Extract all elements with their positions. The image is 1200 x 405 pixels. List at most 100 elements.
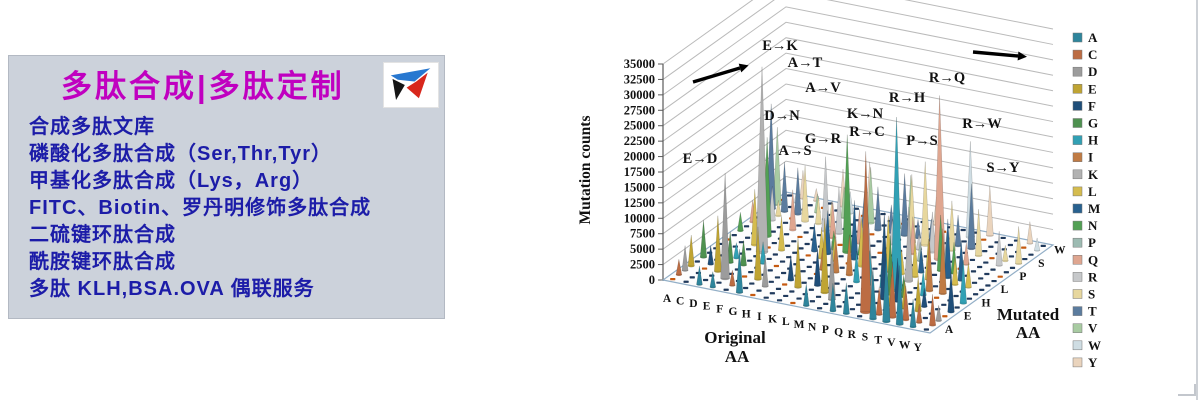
legend-swatch-N (1072, 220, 1083, 231)
floor-dash (746, 248, 752, 251)
floor-dash (807, 277, 813, 280)
svg-text:Original: Original (704, 328, 766, 347)
svg-text:D: D (689, 298, 697, 310)
floor-dash (809, 300, 815, 303)
cone-D-to-E (714, 215, 722, 272)
service-item-methylated[interactable]: 甲基化多肽合成（Lys，Arg） (29, 170, 314, 192)
legend-label-E: E (1088, 81, 1097, 96)
service-item-peptide-library[interactable]: 合成多肽文库 (29, 116, 155, 138)
svg-text:A: A (945, 324, 954, 336)
cone-V-to-L (951, 256, 959, 285)
cone-F-to-H (759, 241, 767, 264)
floor-dash (978, 277, 984, 280)
floor-dash (1000, 236, 1006, 240)
legend-label-K: K (1088, 167, 1099, 182)
floor-dash (800, 270, 806, 273)
floor-dash (989, 257, 995, 260)
svg-text:E→K: E→K (762, 38, 798, 54)
cone-Y-to-W (1033, 237, 1041, 251)
floor-dash (907, 291, 913, 294)
floor-dash (743, 286, 749, 290)
floor-dash (743, 225, 750, 228)
legend-swatch-T (1072, 306, 1083, 316)
svg-text:C: C (676, 296, 684, 308)
cone-W-to-R (995, 231, 1003, 266)
cone-E-to-Q (789, 189, 797, 231)
floor-dash (784, 233, 790, 236)
service-item-phosphorylated[interactable]: 磷酸化多肽合成（Ser,Thr,Tyr） (29, 143, 333, 165)
floor-dash (857, 315, 863, 318)
floor-dash (847, 285, 853, 288)
cone-Y-to-D (935, 305, 942, 321)
floor-dash (973, 293, 979, 296)
cone-D-to-H (733, 242, 740, 259)
cone-L-to-I (832, 238, 840, 273)
svg-text:M: M (794, 319, 805, 331)
svg-text:G→R: G→R (805, 131, 842, 147)
floor-dash (809, 227, 815, 230)
floor-dash (1009, 266, 1016, 269)
floor-dash (840, 278, 846, 281)
floor-dash (823, 302, 829, 305)
service-item-klh-bsa-ova[interactable]: 多肽 KLH,BSA.OVA 偶联服务 (29, 278, 315, 300)
arrow-shaft (972, 50, 1019, 58)
floor-dash (796, 297, 802, 300)
cone-H-to-M (810, 223, 818, 252)
cone-C-to-R (768, 186, 776, 221)
floor-dash (874, 290, 880, 293)
floor-dash (835, 293, 841, 297)
cone-S-to-Y (986, 185, 994, 236)
floor-dash (853, 207, 859, 210)
arrow-head-icon (738, 63, 749, 73)
floor-dash (804, 242, 810, 246)
cone-C-to-T (780, 161, 789, 212)
svg-text:27500: 27500 (624, 103, 655, 117)
svg-text:T: T (874, 334, 882, 346)
legend-swatch-M (1072, 203, 1083, 214)
floor-dash (683, 280, 689, 283)
cone-A-to-N (737, 212, 744, 231)
svg-text:AA: AA (1016, 323, 1041, 342)
legend-swatch-F (1072, 101, 1083, 111)
floor-dash (953, 294, 959, 298)
cone-M-to-T (900, 173, 909, 236)
svg-text:P: P (822, 324, 829, 336)
promo-panel: 多肽合成|多肽定制 合成多肽文库 磷酸化多肽合成（Ser,Thr,Tyr） 甲基… (8, 55, 445, 319)
legend-swatch-D (1072, 66, 1083, 77)
cone-E-to-S (801, 165, 809, 222)
cone-E-to-D (720, 173, 730, 279)
legend-label-P: P (1088, 235, 1096, 250)
floor-dash (932, 285, 939, 288)
svg-text:S: S (1038, 258, 1044, 270)
floor-dash (931, 273, 938, 276)
cone-G-to-A (735, 249, 744, 293)
svg-text:30000: 30000 (624, 88, 655, 102)
legend-label-F: F (1088, 98, 1096, 113)
floor-dash (971, 281, 978, 284)
floor-dash (773, 264, 779, 268)
svg-text:A→T: A→T (788, 55, 823, 71)
svg-text:W: W (899, 339, 911, 351)
svg-text:2500: 2500 (630, 258, 655, 272)
floor-dash (749, 282, 755, 285)
floor-dash (763, 296, 769, 299)
legend-swatch-H (1072, 135, 1083, 145)
service-item-disulfide-cyclic[interactable]: 二硫键环肽合成 (29, 224, 176, 246)
cone-R-to-L (911, 239, 919, 277)
legend-label-I: I (1088, 150, 1093, 165)
svg-text:15000: 15000 (624, 180, 655, 194)
floor-dash (785, 244, 791, 247)
cone-V-to-I (938, 228, 947, 294)
floor-dash (767, 269, 773, 272)
y-axis-title: Mutation counts (577, 116, 594, 225)
svg-text:Mutated: Mutated (997, 305, 1060, 324)
floor-dash (723, 288, 729, 291)
service-item-fitc-biotin[interactable]: FITC、Biotin、罗丹明修饰多肽合成 (29, 197, 372, 219)
svg-text:17500: 17500 (624, 165, 655, 179)
cone-A-to-G (699, 220, 708, 258)
floor-dash (745, 236, 751, 239)
service-item-amide-cyclic[interactable]: 酰胺键环肽合成 (29, 251, 176, 273)
